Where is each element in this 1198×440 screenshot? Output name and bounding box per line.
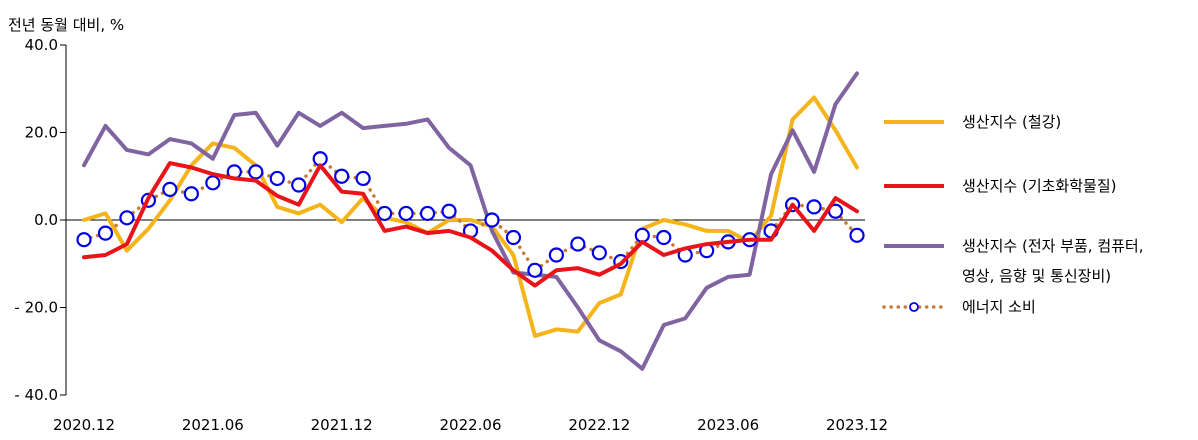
- axes: 40.0 20.0 0.0 - 20.0 - 40.0 2020.12 2021.06 202…: [14, 36, 888, 434]
- data-point-energy: [484, 212, 500, 228]
- y-tick-label: 0.0: [34, 211, 58, 229]
- x-tick-label: 2023.12: [826, 416, 888, 434]
- series-line-electronics: [82, 71, 859, 371]
- data-point-energy: [97, 225, 114, 241]
- legend: 생산지수 (철강) 생산지수 (기초화학물질) 생산지수 (전자 부품, 컴퓨터, 영…: [882, 113, 1144, 316]
- y-tick-label: 20.0: [25, 124, 58, 142]
- data-point-energy: [377, 205, 393, 222]
- y-tick-label: 40.0: [25, 36, 58, 54]
- data-point-energy: [441, 203, 457, 219]
- series-layer: [76, 71, 865, 371]
- x-tick-label: 2021.06: [182, 416, 244, 434]
- data-point-energy: [291, 177, 307, 193]
- data-point-energy: [548, 247, 564, 263]
- y-tick-label: - 20.0: [14, 299, 58, 317]
- series-line-chemical: [82, 161, 859, 288]
- series-line-steel: [82, 95, 859, 338]
- legend-label: 에너지 소비: [962, 298, 1036, 316]
- data-point-energy: [355, 170, 371, 187]
- data-point-energy: [806, 199, 822, 215]
- series-line-energy: [82, 156, 859, 273]
- data-point-energy: [162, 181, 178, 197]
- data-point-energy: [334, 168, 350, 184]
- y-tick-label: - 40.0: [14, 386, 58, 404]
- x-tick-label: 2022.12: [568, 416, 630, 434]
- x-tick-label: 2021.12: [311, 416, 373, 434]
- data-point-energy: [76, 232, 92, 248]
- data-point-energy: [634, 227, 650, 243]
- data-point-energy: [505, 229, 522, 246]
- data-point-energy: [398, 205, 414, 222]
- legend-label: 생산지수 (기초화학물질): [962, 177, 1116, 195]
- x-tick-label: 2023.06: [697, 416, 759, 434]
- data-point-energy: [269, 170, 285, 187]
- data-point-energy: [527, 262, 543, 278]
- data-point-energy: [205, 175, 221, 191]
- data-point-energy: [849, 227, 865, 243]
- legend-label: 생산지수 (전자 부품, 컴퓨터,: [962, 237, 1144, 255]
- data-point-energy: [183, 186, 199, 202]
- data-point-energy: [312, 151, 328, 167]
- data-point-energy: [656, 229, 672, 246]
- data-point-energy: [119, 210, 135, 226]
- data-point-energy: [591, 245, 607, 261]
- data-point-energy: [419, 205, 436, 222]
- legend-marker-energy: [909, 302, 919, 312]
- x-tick-label: 2020.12: [53, 416, 115, 434]
- y-unit-label: 전년 동월 대비, %: [8, 16, 124, 34]
- x-tick-label: 2022.06: [439, 416, 501, 434]
- data-point-energy: [248, 164, 264, 180]
- data-point-energy: [570, 236, 586, 252]
- legend-label: 생산지수 (철강): [962, 113, 1061, 131]
- legend-label: 영상, 음향 및 통신장비): [962, 267, 1111, 285]
